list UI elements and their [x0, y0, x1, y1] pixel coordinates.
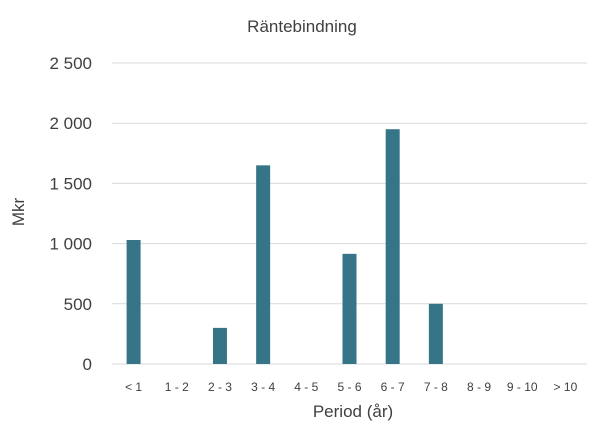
x-tick-label: 5 - 6: [337, 380, 361, 394]
x-tick-labels: < 1 1 - 2 2 - 3 3 - 4 4 - 5 5 - 6 6 - 7 7 - 8 8 …: [125, 380, 577, 394]
chart-title: Räntebindning: [247, 17, 357, 36]
x-axis-label: Period (år): [313, 402, 393, 421]
y-tick-label: 2 500: [49, 54, 92, 73]
bar: [256, 165, 271, 364]
x-tick-label: > 10: [554, 380, 578, 394]
x-tick-label: < 1: [125, 380, 142, 394]
gridlines: [112, 62, 587, 365]
y-tick-labels: 0 500 1 000 1 500 2 000 2 500: [49, 54, 92, 374]
bar: [126, 239, 141, 364]
y-tick-label: 1 500: [49, 174, 92, 193]
bar: [428, 303, 443, 364]
x-tick-label: 7 - 8: [424, 380, 448, 394]
x-tick-label: 2 - 3: [208, 380, 232, 394]
x-tick-label: 3 - 4: [251, 380, 275, 394]
y-tick-label: 500: [64, 295, 92, 314]
bars: [126, 129, 443, 364]
bar: [342, 253, 357, 364]
y-tick-label: 0: [83, 355, 92, 374]
x-tick-label: 9 - 10: [507, 380, 538, 394]
y-tick-label: 2 000: [49, 114, 92, 133]
x-tick-label: 6 - 7: [381, 380, 405, 394]
x-tick-label: 8 - 9: [467, 380, 491, 394]
y-tick-label: 1 000: [49, 235, 92, 254]
x-tick-label: 1 - 2: [165, 380, 189, 394]
x-tick-label: 4 - 5: [294, 380, 318, 394]
bar: [212, 327, 227, 364]
y-axis-label: Mkr: [9, 198, 28, 227]
bar: [385, 129, 400, 364]
